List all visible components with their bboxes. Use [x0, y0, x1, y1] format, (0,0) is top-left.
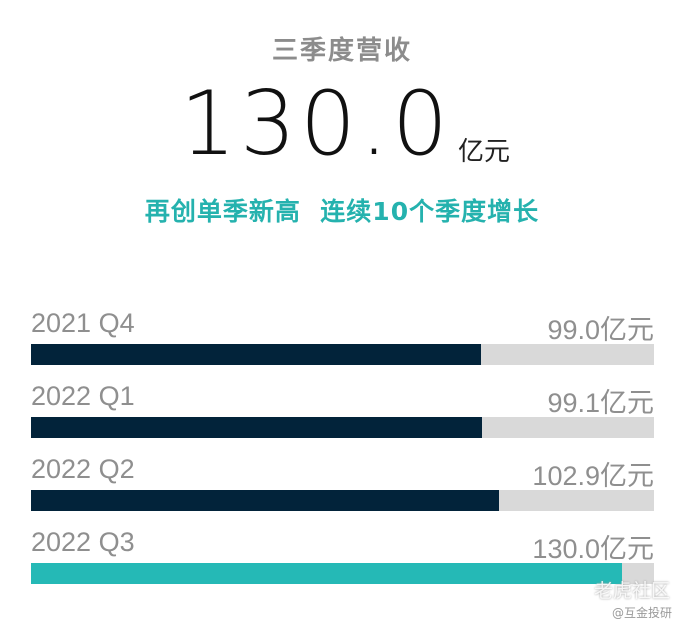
- headline-value: 130.0: [180, 72, 452, 175]
- category-label: 2022 Q3: [31, 527, 135, 557]
- watermark-author: @互金投研: [611, 606, 672, 620]
- subtitle: 再创单季新高 连续10个季度增长: [144, 197, 540, 226]
- bar-row: 2021 Q4 99.0亿元: [31, 308, 654, 378]
- value-label: 130.0亿元: [532, 534, 654, 564]
- bar-row: 2022 Q1 99.1亿元: [31, 381, 654, 451]
- category-label: 2021 Q4: [31, 308, 135, 338]
- value-label: 99.1亿元: [547, 388, 654, 418]
- watermark-brand: 老虎社区: [593, 580, 670, 602]
- bar-track: [31, 417, 654, 438]
- bar-track: [31, 563, 654, 584]
- value-label: 102.9亿元: [532, 461, 654, 491]
- chart-title: 三季度营收: [271, 36, 412, 66]
- bar-row: 2022 Q2 102.9亿元: [31, 454, 654, 524]
- headline-unit: 亿元: [458, 137, 511, 167]
- category-label: 2022 Q1: [31, 381, 135, 411]
- bar-row: 2022 Q3 130.0亿元: [31, 527, 654, 597]
- bar: [31, 417, 482, 438]
- bar: [31, 344, 482, 365]
- bar: [31, 490, 499, 511]
- bar: [31, 563, 623, 584]
- bar-track: [31, 344, 654, 365]
- category-label: 2022 Q2: [31, 454, 135, 484]
- value-label: 99.0亿元: [547, 315, 654, 345]
- bar-track: [31, 490, 654, 511]
